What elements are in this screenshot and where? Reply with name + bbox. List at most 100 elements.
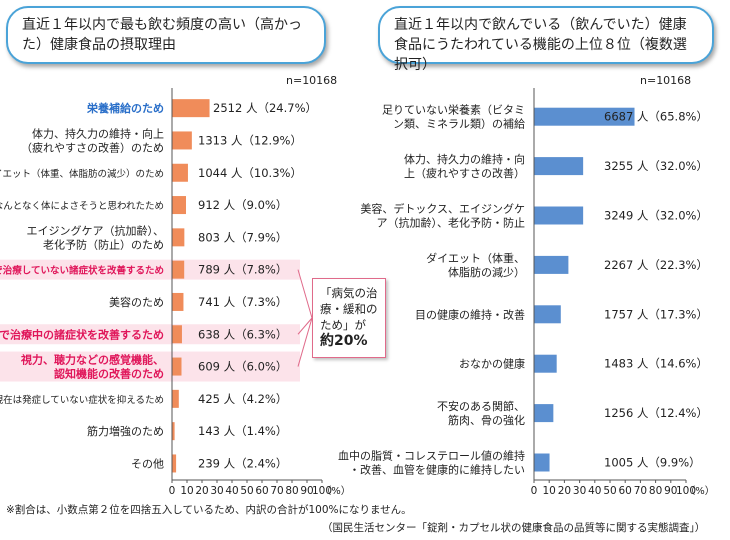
bar-right-0 [534, 107, 635, 126]
x-tick-label-right-7: 70 [634, 485, 647, 497]
bar-left-2 [172, 163, 188, 182]
data-label-right-2: 3249 人（32.0%） [604, 209, 708, 223]
data-label-left-0: 2512 人（24.7%） [213, 101, 317, 115]
bar-right-5 [534, 354, 557, 373]
data-label-left-1: 1313 人（12.9%） [198, 133, 302, 147]
category-label-right-1-0: 体力、持久力の維持・向 [404, 152, 525, 166]
bar-right-1 [534, 157, 584, 176]
callout-connector-7 [297, 317, 313, 335]
footnote-rounding: ※割合は、小数点第２位を四捨五入しているため、内訳の合計が100%になりません。 [6, 504, 412, 516]
category-label-right-3-0: ダイエット（体重、 [426, 251, 525, 265]
category-label-left-0-0: 栄養補給のため [86, 101, 164, 115]
data-label-left-7: 638 人（6.3%） [198, 327, 287, 341]
highlight-band-left-8 [0, 351, 300, 382]
x-tick-label-right-3: 30 [573, 485, 586, 497]
data-label-right-7: 1005 人（9.9%） [604, 456, 701, 470]
callout-big-text: 約20% [320, 333, 368, 349]
left-n-label: n=10168 [286, 74, 338, 87]
category-label-left-6-0: 美容のため [109, 295, 164, 309]
x-tick-label-left-3: 30 [210, 485, 223, 497]
x-tick-label-right-10: 100 [676, 485, 696, 497]
data-label-left-2: 1044 人（10.3%） [198, 166, 302, 180]
category-label-right-0-1: ン類、ミネラル類）の補給 [393, 117, 525, 131]
x-tick-label-right-8: 80 [649, 485, 662, 497]
bar-right-3 [534, 255, 569, 274]
category-label-right-0-0: 足りていない栄養素（ビタミ [382, 103, 525, 117]
category-label-left-2-0: ダイエット（体重、体脂肪の減少）のため [0, 168, 164, 180]
data-label-right-6: 1256 人（12.4%） [604, 406, 708, 420]
bar-right-2 [534, 206, 584, 225]
data-label-left-8: 609 人（6.0%） [198, 360, 287, 374]
x-unit-label-right: （%） [685, 485, 715, 497]
data-label-left-3: 912 人（9.0%） [198, 198, 287, 212]
bar-left-3 [172, 196, 186, 215]
x-tick-label-right-5: 50 [603, 485, 616, 497]
x-tick-label-right-4: 40 [588, 485, 601, 497]
bar-left-8 [172, 357, 182, 376]
category-label-left-9-0: 現在は発症していない症状を抑えるため [0, 394, 164, 406]
category-label-left-8-1: 認知機能の改善のため [54, 367, 164, 381]
bar-left-6 [172, 292, 184, 311]
x-tick-label-left-2: 20 [195, 485, 208, 497]
bar-left-10 [172, 422, 175, 441]
category-label-left-5-0: 病院で治療していない諸症状を改善するため [0, 265, 164, 277]
category-label-left-11-0: その他 [131, 457, 164, 470]
bar-left-7 [172, 325, 182, 344]
x-tick-label-left-9: 90 [300, 485, 313, 497]
bar-left-5 [172, 260, 185, 279]
data-label-right-3: 2267 人（22.3%） [604, 258, 708, 272]
category-label-left-4-0: エイジングケア（抗加齢）、 [27, 223, 165, 237]
highlight-band-left-7 [0, 324, 300, 345]
category-label-right-3-1: 体脂肪の減少） [448, 265, 525, 279]
x-tick-label-left-10: 100 [312, 485, 332, 497]
category-label-right-5-0: おなかの健康 [459, 357, 525, 371]
data-label-right-0: 6687 人（65.8%） [604, 110, 708, 124]
data-label-right-4: 1757 人（17.3%） [604, 307, 708, 321]
category-label-left-1-0: 体力、持久力の維持・向上 [32, 126, 164, 140]
bar-right-7 [534, 453, 550, 472]
category-label-left-8-0: 視力、聴力などの感覚機能、 [20, 353, 164, 367]
data-label-left-11: 239 人（2.4%） [198, 456, 287, 470]
x-tick-label-left-6: 60 [255, 485, 268, 497]
x-unit-label-left: （%） [321, 485, 351, 497]
right-chart-title: 直近１年以内で飲んでいる（飲んでいた）健康食品にうたわれている機能の上位８位（複… [378, 6, 714, 73]
data-label-right-1: 3255 人（32.0%） [604, 159, 708, 173]
category-label-right-1-1: 上（疲れやすさの改善） [404, 166, 525, 180]
highlight-band-left-5 [0, 259, 300, 280]
callout-box: 「病気の治療・緩和のため」が 約20% [312, 278, 386, 358]
right-n-label: n=10168 [640, 74, 692, 87]
category-label-right-6-1: 筋肉、骨の強化 [448, 413, 525, 427]
category-label-right-2-1: ア（抗加齢）、老化予防・防止 [377, 216, 526, 230]
bar-right-6 [534, 404, 554, 423]
data-label-left-5: 789 人（7.8%） [198, 263, 287, 277]
x-tick-label-left-1: 10 [180, 485, 193, 497]
bar-left-1 [172, 131, 192, 150]
x-tick-label-left-5: 50 [240, 485, 253, 497]
x-tick-label-left-0: 0 [169, 485, 176, 497]
callout-connector-5 [297, 269, 313, 319]
left-chart-title: 直近１年以内で最も飲む頻度の高い（高かった）健康食品の摂取理由 [6, 6, 326, 64]
category-label-right-2-0: 美容、デトックス、エイジングケ [360, 202, 525, 216]
footnote-source: （国民生活センター「錠剤・カプセル状の健康食品の品質等に関する実態調査」） [322, 522, 706, 534]
data-label-left-6: 741 人（7.3%） [198, 295, 287, 309]
callout-text: 「病気の治療・緩和のため」が [320, 286, 378, 332]
category-label-right-7-0: 血中の脂質・コレステロール値の維持 [338, 449, 525, 463]
x-tick-label-left-7: 70 [270, 485, 283, 497]
data-label-left-9: 425 人（4.2%） [198, 392, 287, 406]
callout-connector-8 [297, 317, 313, 367]
category-label-left-10-0: 筋力増強のため [87, 424, 164, 438]
x-tick-label-right-0: 0 [531, 485, 538, 497]
bar-left-4 [172, 228, 185, 247]
x-tick-label-left-4: 40 [225, 485, 238, 497]
x-tick-label-right-1: 10 [543, 485, 556, 497]
category-label-right-7-1: ・改善、血管を健康的に維持したい [349, 463, 525, 477]
x-tick-label-right-2: 20 [558, 485, 571, 497]
category-label-right-4-0: 目の健康の維持・改善 [415, 307, 525, 321]
category-label-left-4-1: 老化予防（防止）のため [43, 237, 164, 251]
data-label-right-5: 1483 人（14.6%） [604, 357, 708, 371]
bar-left-9 [172, 389, 179, 408]
category-label-right-6-0: 不安のある関節、 [437, 399, 525, 413]
x-tick-label-right-6: 60 [619, 485, 632, 497]
x-tick-label-right-9: 90 [664, 485, 677, 497]
